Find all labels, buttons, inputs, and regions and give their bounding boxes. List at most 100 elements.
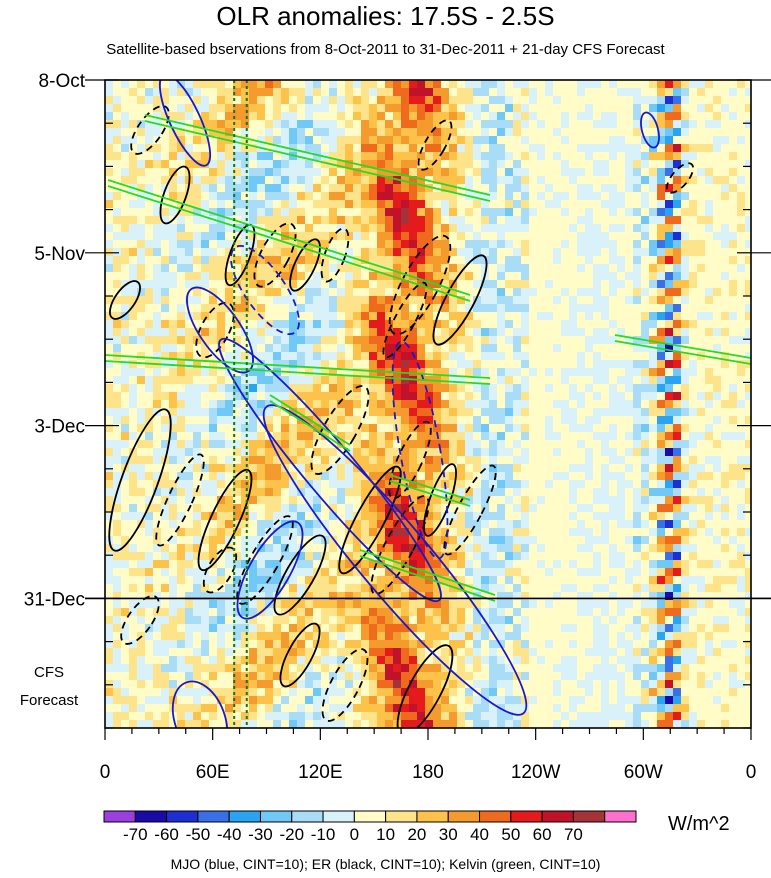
- olr-cell: [689, 552, 697, 560]
- olr-cell: [337, 400, 345, 408]
- olr-cell: [633, 504, 641, 512]
- olr-cell: [601, 184, 609, 192]
- olr-cell: [193, 120, 201, 128]
- olr-cell: [281, 440, 289, 448]
- olr-cell: [481, 560, 489, 568]
- olr-cell: [297, 456, 305, 464]
- olr-cell: [577, 328, 585, 336]
- olr-cell: [377, 120, 385, 128]
- olr-cell: [289, 136, 297, 144]
- olr-cell: [449, 224, 457, 232]
- olr-cell: [673, 568, 681, 576]
- olr-cell: [401, 648, 409, 656]
- olr-cell: [745, 312, 751, 320]
- olr-cell: [121, 144, 129, 152]
- olr-cell: [137, 368, 145, 376]
- olr-cell: [729, 312, 737, 320]
- olr-cell: [345, 264, 353, 272]
- olr-cell: [161, 352, 169, 360]
- olr-cell: [241, 384, 249, 392]
- olr-cell: [337, 688, 345, 696]
- olr-cell: [497, 608, 505, 616]
- olr-cell: [217, 504, 225, 512]
- olr-cell: [681, 448, 689, 456]
- olr-cell: [689, 456, 697, 464]
- olr-cell: [713, 232, 721, 240]
- olr-cell: [409, 584, 417, 592]
- olr-cell: [337, 488, 345, 496]
- olr-cell: [713, 616, 721, 624]
- er-contour: [370, 495, 430, 595]
- olr-cell: [177, 136, 185, 144]
- olr-cell: [105, 464, 113, 472]
- olr-cell: [713, 176, 721, 184]
- olr-cell: [361, 560, 369, 568]
- olr-cell: [201, 136, 209, 144]
- olr-cell: [449, 712, 457, 720]
- olr-cell: [489, 608, 497, 616]
- olr-cell: [225, 128, 233, 136]
- olr-cell: [281, 168, 289, 176]
- olr-cell: [449, 328, 457, 336]
- olr-cell: [745, 616, 751, 624]
- olr-cell: [297, 520, 305, 528]
- olr-cell: [657, 272, 665, 280]
- olr-cell: [121, 296, 129, 304]
- olr-cell: [609, 448, 617, 456]
- olr-cell: [337, 216, 345, 224]
- olr-cell: [265, 168, 273, 176]
- olr-cell: [313, 304, 321, 312]
- olr-cell: [161, 392, 169, 400]
- olr-cell: [169, 192, 177, 200]
- olr-cell: [129, 216, 137, 224]
- olr-cell: [201, 240, 209, 248]
- colorbar-swatch: [416, 810, 449, 823]
- olr-cell: [609, 248, 617, 256]
- olr-cell: [521, 184, 529, 192]
- olr-cell: [537, 496, 545, 504]
- olr-cell: [137, 280, 145, 288]
- olr-cell: [121, 632, 129, 640]
- olr-cell: [433, 352, 441, 360]
- olr-cell: [169, 440, 177, 448]
- olr-cell: [433, 504, 441, 512]
- olr-cell: [689, 576, 697, 584]
- olr-cell: [281, 560, 289, 568]
- olr-cell: [105, 96, 113, 104]
- olr-cell: [193, 544, 201, 552]
- olr-cell: [473, 720, 481, 728]
- olr-cell: [233, 80, 241, 88]
- olr-cell: [297, 464, 305, 472]
- olr-cell: [585, 112, 593, 120]
- olr-cell: [633, 520, 641, 528]
- olr-cell: [561, 112, 569, 120]
- olr-cell: [489, 552, 497, 560]
- olr-cell: [305, 232, 313, 240]
- olr-cell: [609, 496, 617, 504]
- olr-cell: [257, 280, 265, 288]
- olr-cell: [673, 168, 681, 176]
- olr-cell: [137, 160, 145, 168]
- olr-cell: [289, 456, 297, 464]
- olr-cell: [353, 568, 361, 576]
- olr-cell: [505, 384, 513, 392]
- olr-cell: [249, 376, 257, 384]
- olr-cell: [289, 312, 297, 320]
- olr-cell: [497, 560, 505, 568]
- olr-cell: [233, 120, 241, 128]
- olr-cell: [145, 320, 153, 328]
- olr-cell: [713, 376, 721, 384]
- olr-cell: [449, 208, 457, 216]
- olr-cell: [289, 592, 297, 600]
- olr-cell: [689, 648, 697, 656]
- olr-cell: [609, 576, 617, 584]
- olr-cell: [649, 320, 657, 328]
- olr-cell: [593, 192, 601, 200]
- olr-cell: [169, 112, 177, 120]
- olr-cell: [521, 136, 529, 144]
- olr-cell: [105, 112, 113, 120]
- olr-cell: [113, 120, 121, 128]
- olr-cell: [449, 480, 457, 488]
- olr-cell: [593, 248, 601, 256]
- olr-cell: [129, 704, 137, 712]
